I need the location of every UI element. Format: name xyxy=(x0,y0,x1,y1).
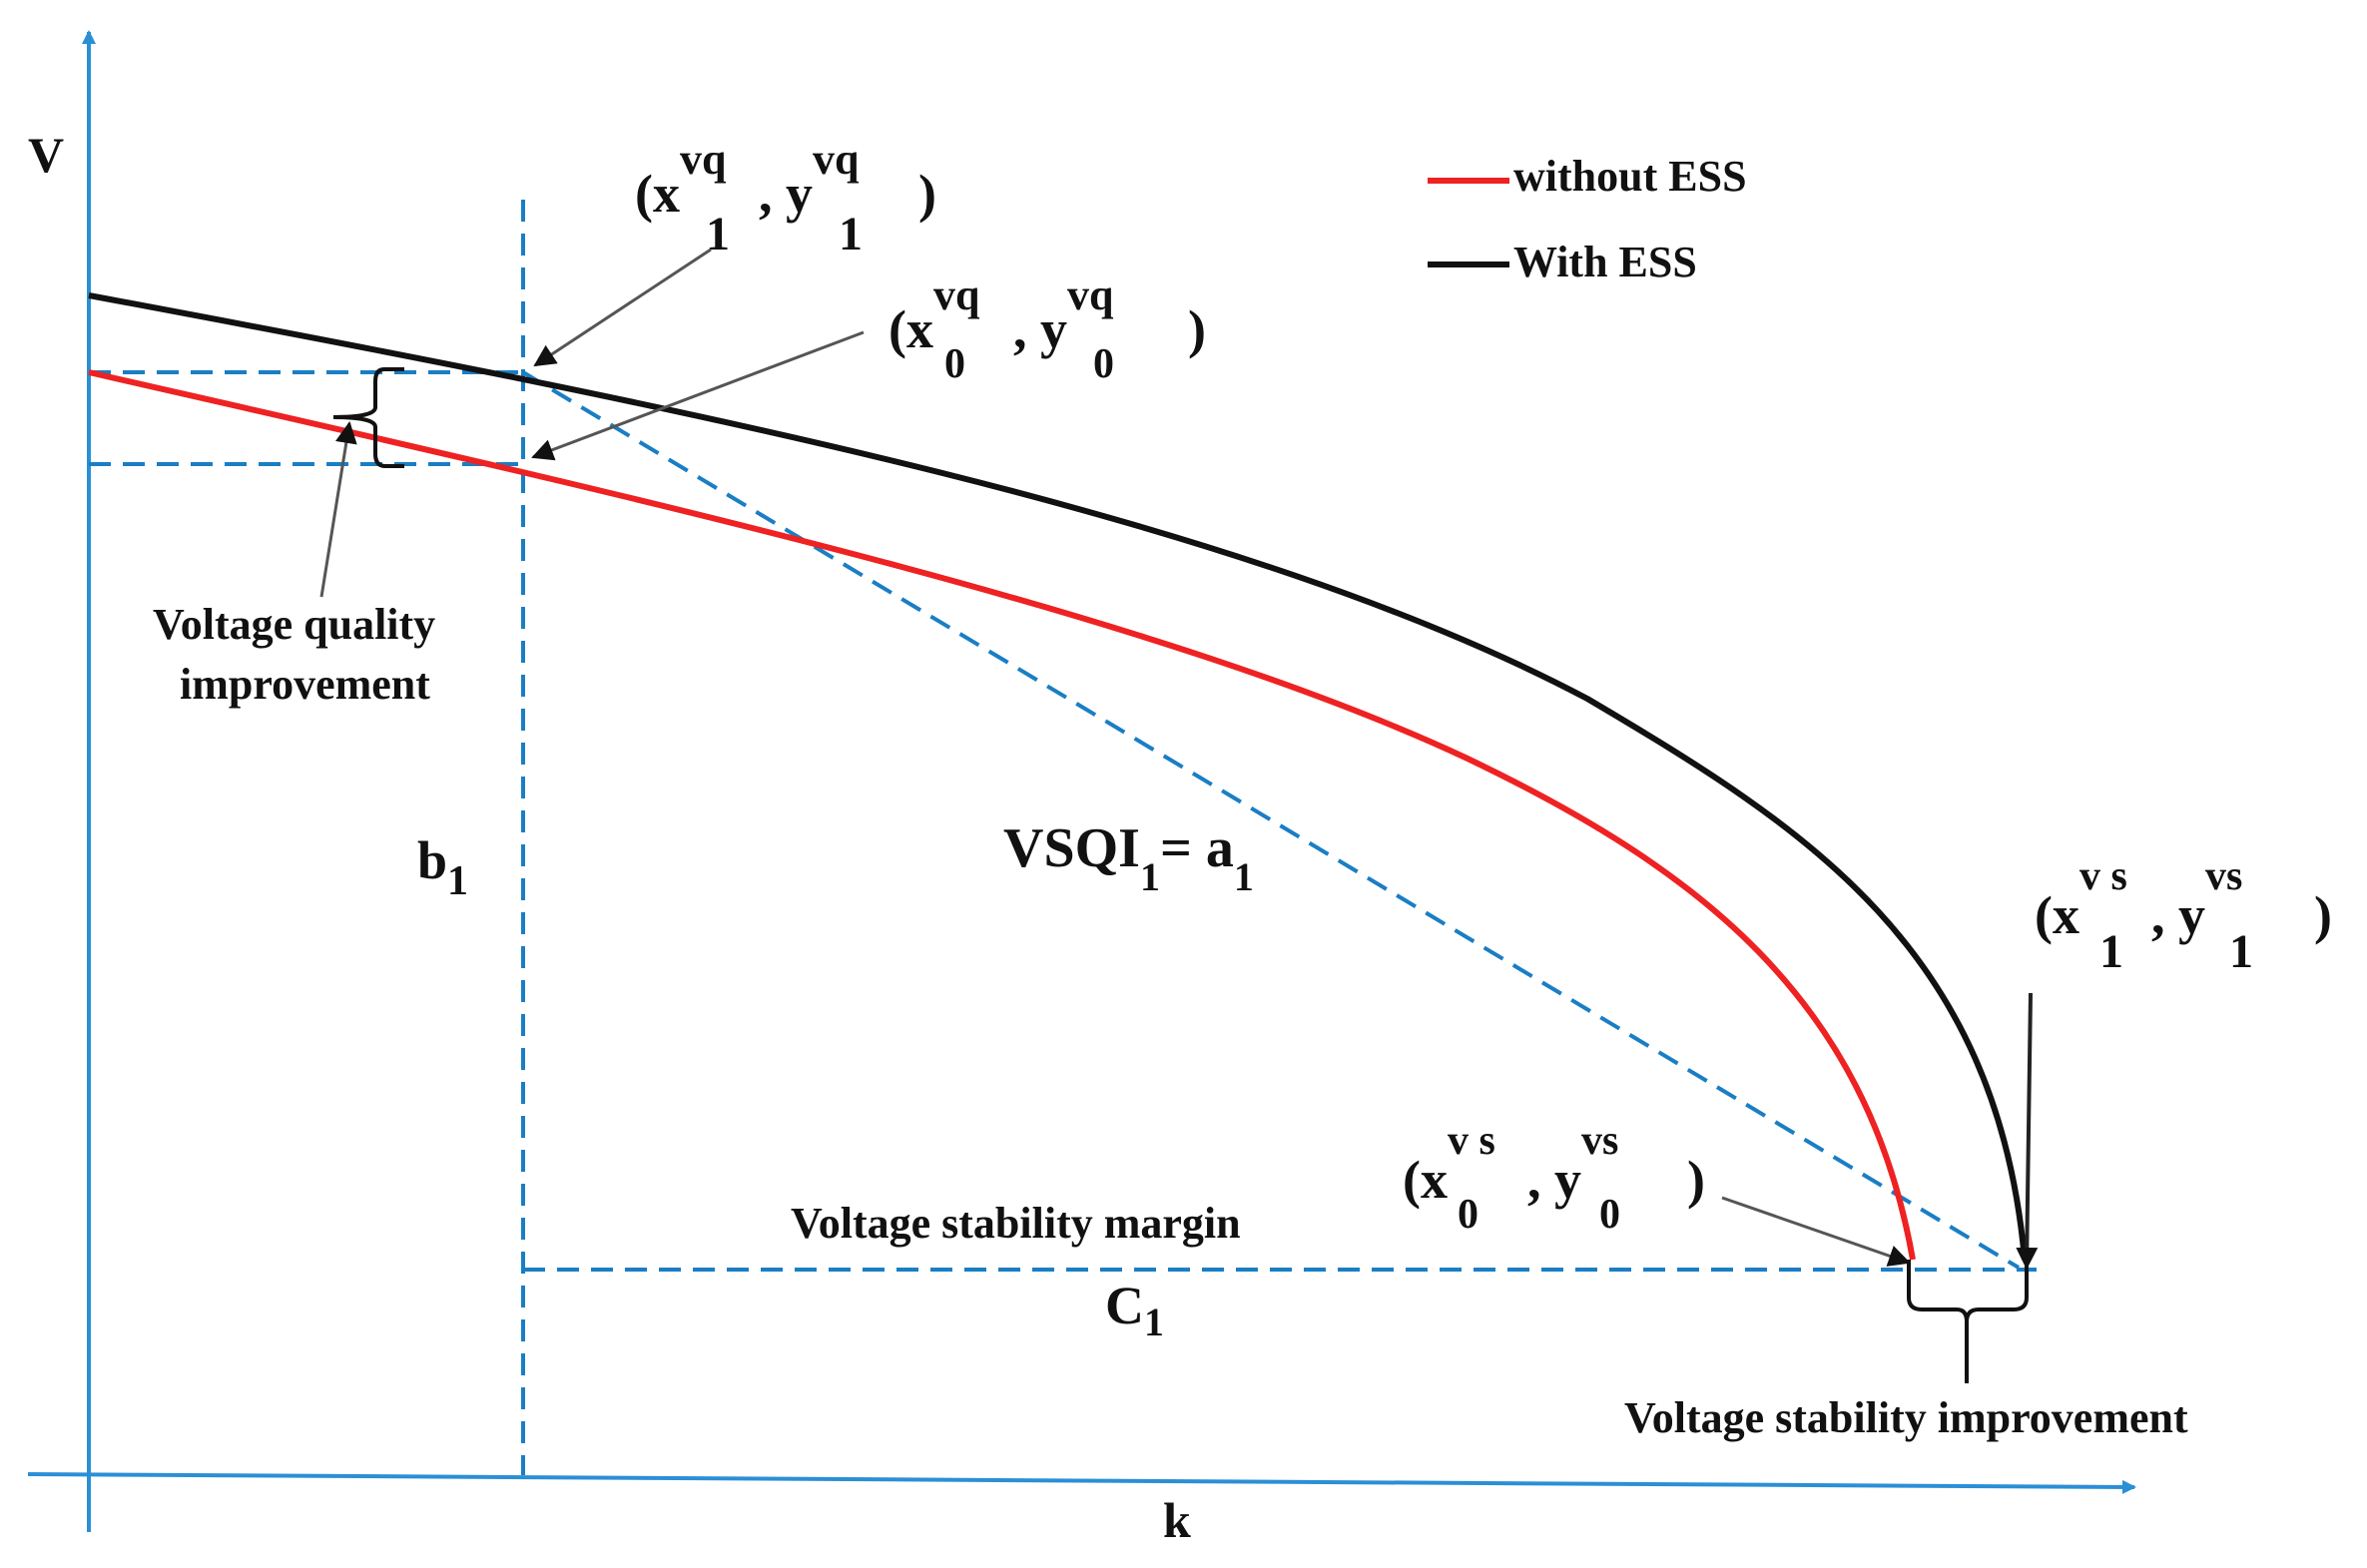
point-label-x1-vq: (xvq 1, yvq 1) xyxy=(635,135,936,261)
legend-label-with-ess: With ESS xyxy=(1513,238,1697,286)
point-label-x0-vq: (xvq 0, yvq 0) xyxy=(888,270,1206,387)
vsqi-diagonal-line xyxy=(521,370,2021,1270)
arrow-voltage-quality xyxy=(319,421,357,598)
arrow-to-x1-vq xyxy=(533,248,712,367)
voltage-quality-brace xyxy=(332,367,404,468)
voltage-quality-label-line1: Voltage quality xyxy=(153,600,435,649)
x-axis xyxy=(27,1472,2136,1494)
curve-without-ess xyxy=(88,369,1916,1261)
legend-label-without-ess: without ESS xyxy=(1513,152,1747,201)
point-label-x0-vs: (xv s 0, yvs 0) xyxy=(1403,1118,1705,1238)
point-label-x1-vs: (xv s 1, yvs 1) xyxy=(2035,853,2332,978)
arrow-to-x1-vs xyxy=(2016,992,2039,1270)
arrow-to-x0-vq xyxy=(531,330,865,461)
y-axis-label: V xyxy=(28,127,64,183)
stability-improvement-label: Voltage stability improvement xyxy=(1624,1393,2188,1442)
curve-with-ess xyxy=(88,292,2028,1261)
stability-margin-label: Voltage stability margin xyxy=(791,1199,1241,1248)
b1-label: b1 xyxy=(417,830,468,904)
x-axis-label: k xyxy=(1163,1492,1191,1548)
stability-improvement-brace xyxy=(1907,1260,2029,1383)
arrow-to-x0-vs xyxy=(1721,1196,1911,1267)
voltage-quality-label-line2: improvement xyxy=(180,660,430,709)
vsqi-label: VSQI1= a1 xyxy=(1003,817,1254,899)
legend: without ESS With ESS xyxy=(1428,152,1747,286)
c1-label: C1 xyxy=(1105,1276,1164,1344)
